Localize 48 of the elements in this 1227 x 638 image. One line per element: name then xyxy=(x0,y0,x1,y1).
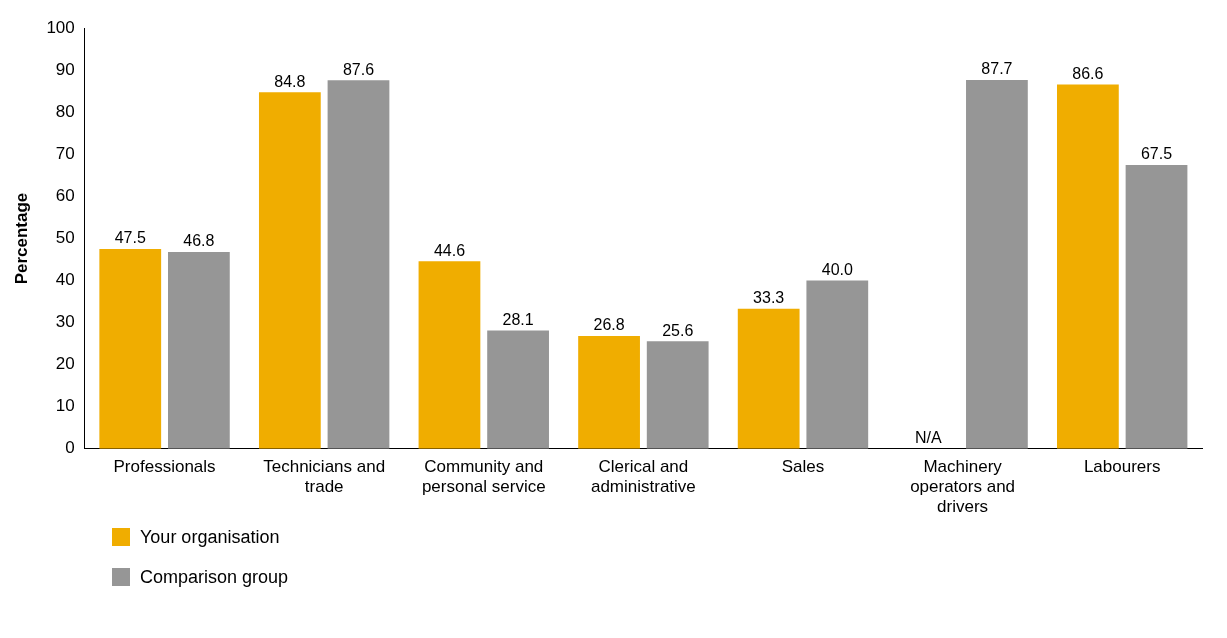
x-tick-label: Sales xyxy=(781,456,825,476)
data-label: 44.6 xyxy=(433,241,466,259)
bar xyxy=(258,92,321,449)
bar xyxy=(1057,84,1119,449)
x-tick-label: Community and personal service xyxy=(421,456,546,497)
x-tick-label: Labourers xyxy=(1083,456,1161,476)
y-axis-title: Percentage xyxy=(11,192,31,285)
data-label: 33.3 xyxy=(753,289,785,307)
x-tick-label: Clerical and administrative xyxy=(590,456,696,497)
bar xyxy=(168,251,230,449)
bar xyxy=(99,249,162,449)
legend-label: Your organisation xyxy=(140,526,280,548)
bar xyxy=(806,280,869,449)
y-tick-label: 70 xyxy=(55,144,75,164)
y-tick-label: 10 xyxy=(55,396,75,416)
x-tick-label: Machinery operators and drivers xyxy=(910,456,1016,517)
bar xyxy=(327,80,390,449)
data-label: 84.8 xyxy=(274,72,306,90)
data-label: 47.5 xyxy=(114,229,146,247)
y-tick-label: 90 xyxy=(55,59,75,79)
data-label: 86.6 xyxy=(1072,64,1104,82)
bar xyxy=(646,341,709,449)
data-label: 40.0 xyxy=(821,260,853,278)
bar xyxy=(418,261,481,449)
data-label: 26.8 xyxy=(593,316,625,334)
data-label: 46.8 xyxy=(183,232,215,250)
data-label: 25.6 xyxy=(662,321,694,339)
x-tick-label: Professionals xyxy=(113,456,216,476)
bar xyxy=(1125,164,1188,449)
data-label: 87.7 xyxy=(981,60,1013,78)
y-tick-label: 50 xyxy=(55,228,75,248)
bar xyxy=(966,79,1028,449)
y-tick-label: 100 xyxy=(46,17,75,37)
legend-label: Comparison group xyxy=(140,566,289,588)
bar xyxy=(487,330,549,449)
y-tick-label: 20 xyxy=(55,354,75,374)
y-tick-label: 80 xyxy=(55,102,75,122)
x-tick-label: Technicians and trade xyxy=(263,456,386,497)
bar xyxy=(578,336,640,449)
data-label: 67.5 xyxy=(1140,145,1173,163)
y-tick-label: 30 xyxy=(55,312,75,332)
text: N/A xyxy=(914,429,942,447)
bar xyxy=(737,308,800,449)
y-tick-label: 40 xyxy=(55,270,75,290)
y-tick-label: 0 xyxy=(65,438,75,458)
data-label: 87.6 xyxy=(342,60,375,78)
data-label: 28.1 xyxy=(502,311,534,329)
y-tick-label: 60 xyxy=(55,186,75,206)
